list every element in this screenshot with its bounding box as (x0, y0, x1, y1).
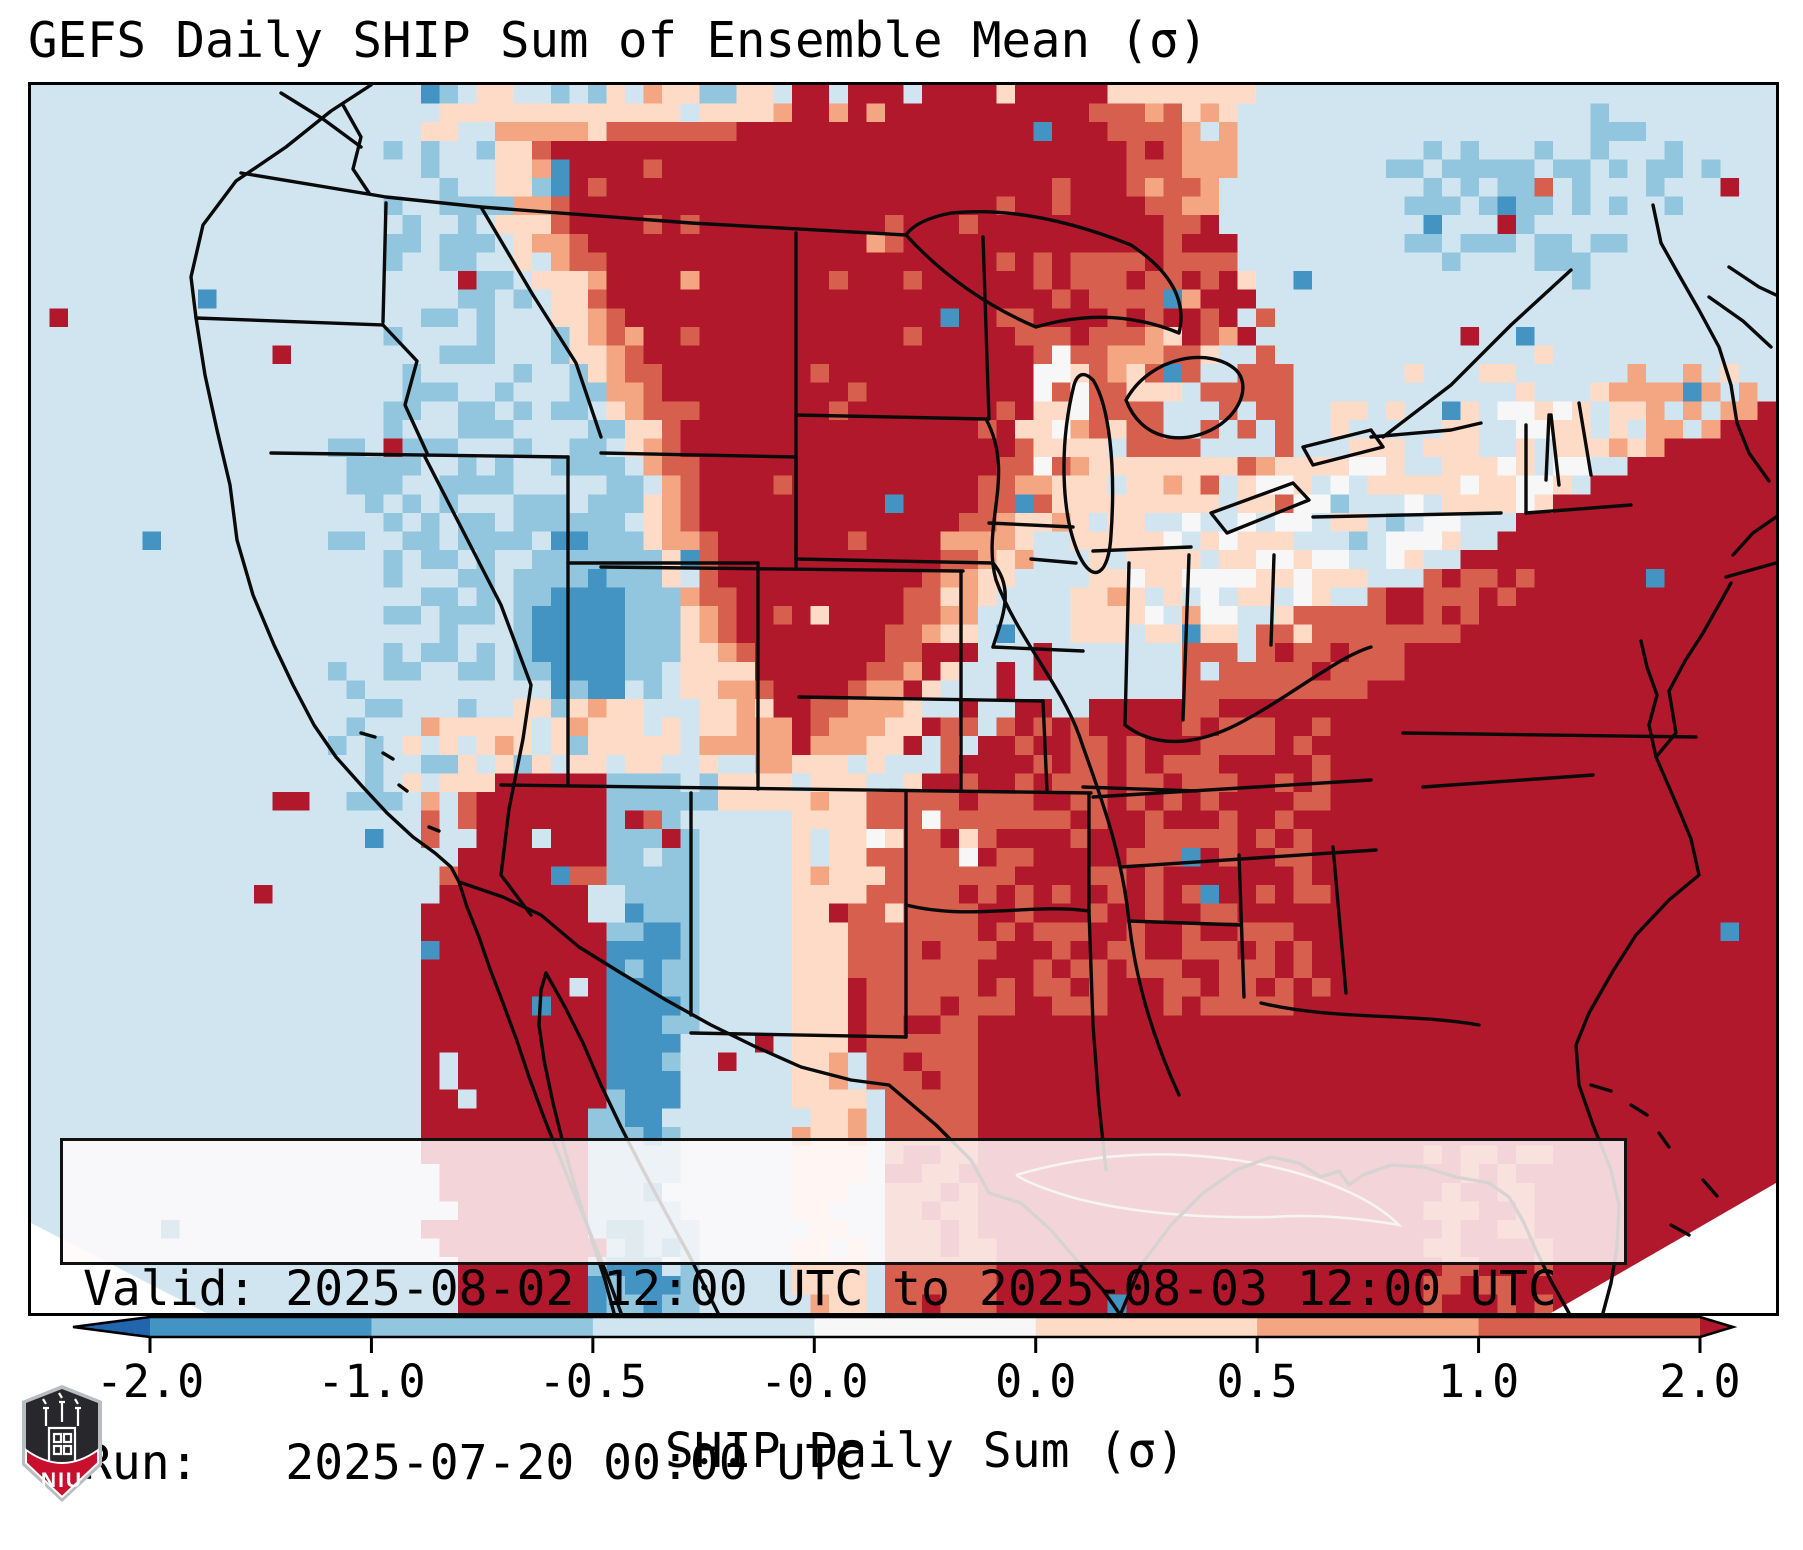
valid-time-text: Valid: 2025-08-02 12:00 UTC to 2025-08-0… (83, 1260, 1624, 1318)
niu-logo-text: NIU (41, 1469, 83, 1492)
map-canvas (31, 85, 1776, 1313)
map-frame (28, 82, 1779, 1316)
niu-logo: NIU (16, 1384, 108, 1504)
page-title: GEFS Daily SHIP Sum of Ensemble Mean (σ) (28, 12, 1208, 69)
valid-run-info-box: Valid: 2025-08-02 12:00 UTC to 2025-08-0… (60, 1138, 1627, 1265)
colorbar-right-arrow (1700, 1317, 1733, 1337)
colorbar-tick-label: 2.0 (1659, 1355, 1740, 1408)
run-time-text: Run: 2025-07-20 00:00 UTC (83, 1434, 1624, 1492)
